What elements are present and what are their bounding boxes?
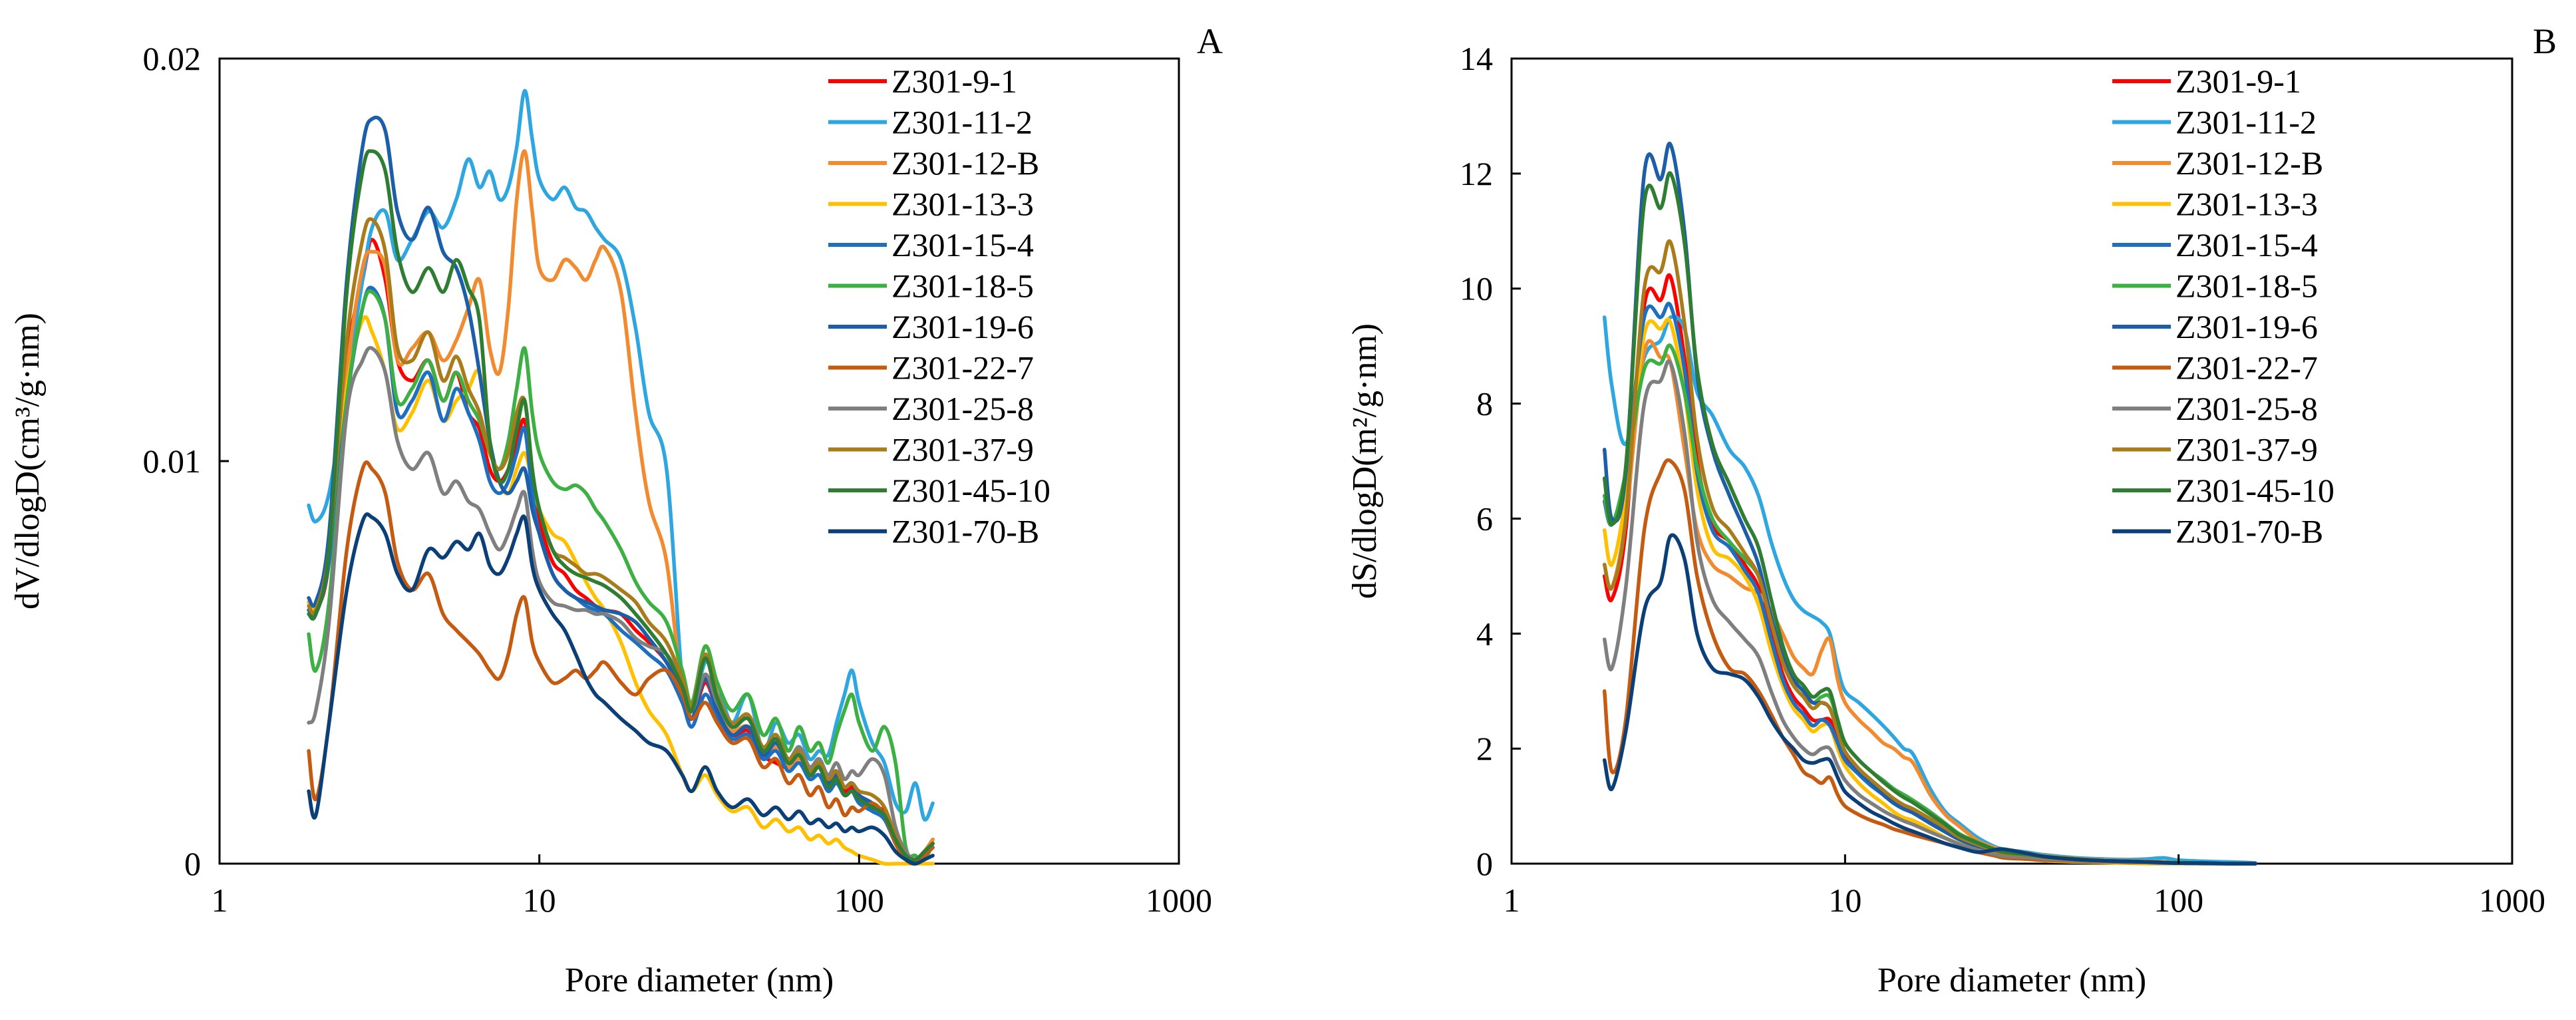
legend-label: Z301-37-9 xyxy=(2175,431,2318,468)
y-tick-label: 4 xyxy=(1476,615,1493,652)
y-tick-label: 2 xyxy=(1476,730,1493,767)
series-line-z301-25-8 xyxy=(307,346,935,862)
x-tick-label: 1000 xyxy=(1146,882,1212,919)
plot-frame xyxy=(1510,57,2513,865)
y-tick-label: 14 xyxy=(1460,40,1493,77)
panel-label: B xyxy=(2533,21,2557,61)
legend-label: Z301-22-7 xyxy=(2175,349,2318,387)
x-tick-label: 1 xyxy=(212,882,228,919)
panel-label: A xyxy=(1197,21,1223,61)
y-tick-label: 0.01 xyxy=(143,442,202,480)
series-group xyxy=(307,88,935,866)
y-tick-label: 8 xyxy=(1476,385,1493,423)
legend-label: Z301-12-B xyxy=(891,144,1039,182)
legend-label: Z301-70-B xyxy=(891,513,1039,550)
series-line-z301-15-4 xyxy=(1602,301,2257,866)
legend-label: Z301-15-4 xyxy=(2175,226,2318,263)
x-tick-label: 100 xyxy=(2154,882,2203,919)
legend-label: Z301-37-9 xyxy=(891,431,1034,468)
legend-label: Z301-9-1 xyxy=(2175,63,2301,100)
y-tick-label: 12 xyxy=(1460,155,1493,192)
x-tick-label: 10 xyxy=(523,882,556,919)
legend: Z301-9-1Z301-11-2Z301-12-BZ301-13-3Z301-… xyxy=(828,63,1050,550)
panel-a-chart: 1 10 100 1000 0 0.01 0.02 Pore diameter (nm) dV/… xyxy=(9,21,1223,999)
y-tick-label: 0.02 xyxy=(143,40,202,77)
legend-label: Z301-9-1 xyxy=(891,63,1017,100)
panel-b-chart: 1 10 100 1000 0 2 4 6 8 10 12 14 Pore diameter (nm) d… xyxy=(1346,21,2557,999)
legend-label: Z301-18-5 xyxy=(2175,267,2318,305)
legend-label: Z301-12-B xyxy=(2175,144,2323,182)
x-axis-title: Pore diameter (nm) xyxy=(1877,961,2146,999)
y-tick-label: 0 xyxy=(184,845,201,882)
legend-label: Z301-22-7 xyxy=(891,349,1034,387)
legend-label: Z301-11-2 xyxy=(2175,104,2317,141)
series-line-z301-70-b xyxy=(1602,533,2257,866)
legend-label: Z301-19-6 xyxy=(2175,308,2318,345)
y-axis-title: dV/dlogD(cm³/g·nm) xyxy=(9,313,47,609)
legend-label: Z301-19-6 xyxy=(891,308,1034,345)
legend-label: Z301-11-2 xyxy=(891,104,1033,141)
x-tick-label: 100 xyxy=(834,882,884,919)
legend-label: Z301-45-10 xyxy=(2175,472,2334,509)
series-line-z301-18-5 xyxy=(307,289,935,862)
legend-label: Z301-13-3 xyxy=(891,186,1034,223)
series-group xyxy=(1602,141,2257,866)
legend-label: Z301-45-10 xyxy=(891,472,1050,509)
legend-label: Z301-15-4 xyxy=(891,226,1034,263)
y-tick-label: 10 xyxy=(1460,270,1493,307)
series-line-z301-45-10 xyxy=(307,149,935,862)
series-line-z301-37-9 xyxy=(307,217,935,862)
legend-label: Z301-25-8 xyxy=(891,390,1034,427)
y-tick-label: 0 xyxy=(1476,845,1493,882)
legend-label: Z301-13-3 xyxy=(2175,186,2318,223)
x-axis-title: Pore diameter (nm) xyxy=(565,961,834,999)
legend: Z301-9-1Z301-11-2Z301-12-BZ301-13-3Z301-… xyxy=(2112,63,2334,550)
legend-label: Z301-70-B xyxy=(2175,513,2323,550)
series-line-z301-37-9 xyxy=(1602,239,2257,866)
legend-label: Z301-25-8 xyxy=(2175,390,2318,427)
x-tick-label: 10 xyxy=(1828,882,1861,919)
series-line-z301-22-7 xyxy=(307,460,935,866)
y-tick-label: 6 xyxy=(1476,500,1493,537)
legend-label: Z301-18-5 xyxy=(891,267,1034,305)
y-axis-title: dS/dlogD(m²/g·nm) xyxy=(1346,323,1384,599)
series-line-z301-70-b xyxy=(307,512,935,866)
x-tick-label: 1000 xyxy=(2479,882,2545,919)
x-tick-label: 1 xyxy=(1504,882,1520,919)
